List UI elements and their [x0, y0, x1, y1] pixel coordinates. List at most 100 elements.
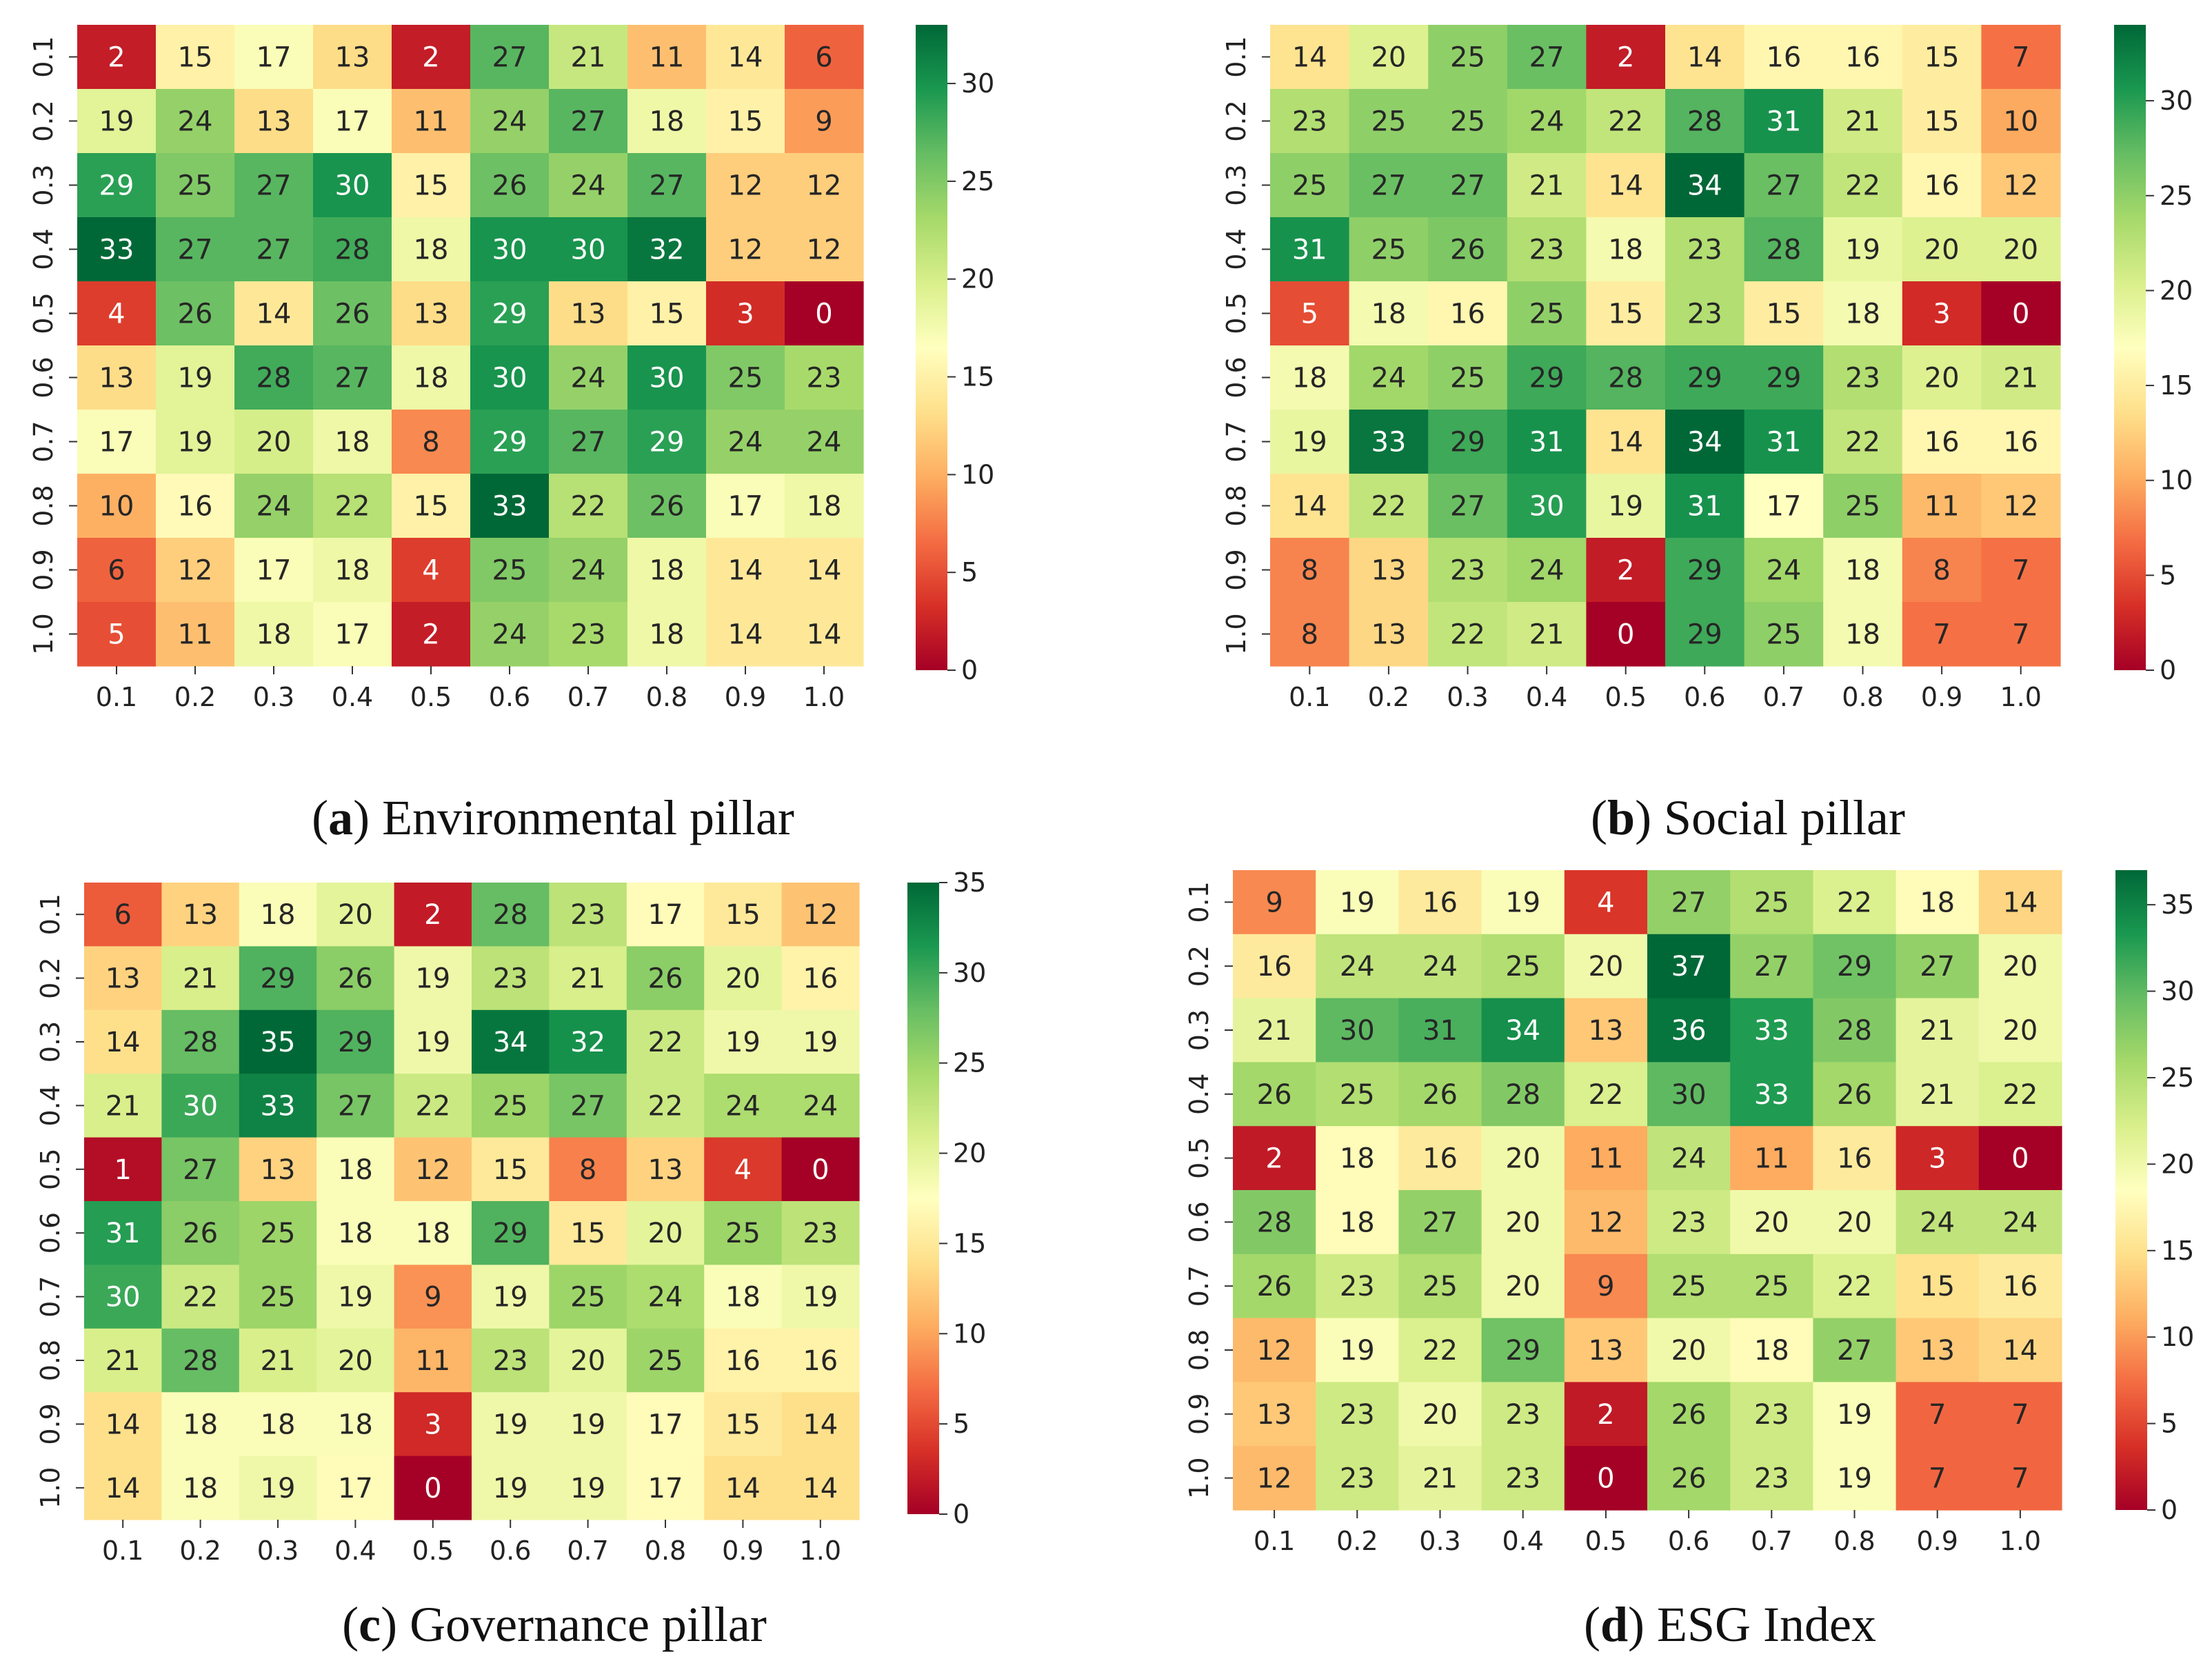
- cell-value-label: 0: [424, 1473, 441, 1504]
- cell-value-label: 29: [1687, 555, 1722, 587]
- cell-value-label: 18: [335, 555, 370, 587]
- cell-value-label: 19: [99, 106, 134, 138]
- heatmap-cell: [313, 345, 392, 410]
- cell-value-label: 15: [1608, 299, 1643, 330]
- y-tick-label: 0.1: [1184, 881, 1214, 923]
- cell-value-label: 34: [1687, 170, 1722, 202]
- cell-value-label: 28: [493, 899, 528, 931]
- heatmap-cell: [1428, 538, 1508, 603]
- cell-value-label: 25: [261, 1282, 296, 1313]
- cell-value-label: 18: [338, 1218, 373, 1249]
- cell-value-label: 15: [725, 1409, 761, 1440]
- heatmap-cell: [313, 410, 392, 474]
- heatmap-cell: [1744, 281, 1824, 346]
- heatmap-cell: [1730, 1446, 1813, 1511]
- cell-value-label: 20: [2003, 234, 2038, 266]
- heatmap-cell: [1481, 1126, 1565, 1191]
- cell-value-label: 6: [114, 899, 131, 931]
- x-tick-label: 0.2: [174, 682, 216, 712]
- cell-value-label: 12: [2003, 170, 2038, 202]
- cell-value-label: 19: [1837, 1463, 1872, 1495]
- caption-letter: a: [328, 790, 353, 845]
- heatmap-cell: [1896, 1126, 1980, 1191]
- cell-value-label: 19: [178, 427, 213, 459]
- cell-value-label: 19: [415, 963, 450, 995]
- cell-value-label: 20: [1505, 1271, 1540, 1302]
- heatmap-cell: [1507, 538, 1587, 603]
- heatmap-cell: [1902, 25, 1982, 90]
- colorbar-tick-label: 25: [2161, 1063, 2194, 1093]
- cell-value-label: 19: [1340, 887, 1375, 918]
- cell-value-label: 2: [1617, 42, 1634, 74]
- cell-value-label: 13: [1920, 1335, 1955, 1367]
- cell-value-label: 24: [571, 555, 606, 587]
- heatmap-cell: [1647, 1254, 1731, 1319]
- cell-value-label: 2: [422, 619, 439, 651]
- cell-value-label: 11: [1754, 1143, 1789, 1175]
- heatmap-cell: [84, 1456, 162, 1520]
- x-tick-label: 0.3: [1419, 1526, 1460, 1556]
- heatmap-cell: [156, 410, 235, 474]
- cell-value-label: 0: [812, 1154, 829, 1186]
- cell-value-label: 7: [2011, 1399, 2029, 1431]
- cell-value-label: 21: [1845, 106, 1880, 138]
- cell-value-label: 26: [338, 963, 373, 995]
- cell-value-label: 25: [1671, 1271, 1707, 1302]
- y-tick-label: 1.0: [1221, 613, 1251, 654]
- cell-value-label: 22: [1608, 106, 1643, 138]
- cell-value-label: 11: [414, 106, 449, 138]
- colorbar-tick-label: 20: [2161, 1149, 2194, 1179]
- cell-value-label: 16: [2002, 1271, 2038, 1302]
- heatmap-cell: [1428, 345, 1508, 410]
- cell-value-label: 19: [1837, 1399, 1872, 1431]
- y-tick-label: 0.7: [28, 421, 59, 462]
- cell-value-label: 14: [1292, 42, 1327, 74]
- cell-value-label: 22: [183, 1282, 218, 1313]
- heatmap-cell: [1978, 934, 2062, 999]
- cell-value-label: 23: [1687, 234, 1722, 266]
- cell-value-label: 9: [815, 106, 832, 138]
- heatmap-cell: [1902, 538, 1982, 603]
- x-tick-label: 0.1: [1254, 1526, 1295, 1556]
- y-tick-label: 0.4: [35, 1085, 66, 1126]
- cell-value-label: 23: [1340, 1271, 1375, 1302]
- heatmap-cell: [161, 946, 240, 1011]
- heatmap-cell: [627, 217, 707, 282]
- heatmap-cell: [549, 153, 628, 218]
- heatmap-cell: [1896, 1382, 1980, 1447]
- cell-value-label: 28: [183, 1027, 218, 1058]
- heatmap-cell: [626, 1137, 705, 1202]
- heatmap-cell: [316, 1137, 395, 1202]
- heatmap-cell: [1270, 153, 1350, 218]
- heatmap-cell: [84, 1392, 162, 1457]
- cell-value-label: 8: [579, 1154, 596, 1186]
- heatmap-cell: [1902, 281, 1982, 346]
- cell-value-label: 18: [650, 106, 685, 138]
- heatmap-cell: [1823, 602, 1903, 667]
- heatmap-cell: [549, 1009, 627, 1074]
- caption-letter: c: [359, 1597, 381, 1652]
- cell-value-label: 26: [1671, 1463, 1707, 1495]
- cell-value-label: 0: [1597, 1463, 1614, 1495]
- cell-value-label: 18: [261, 899, 296, 931]
- cell-value-label: 23: [1845, 363, 1880, 394]
- cell-value-label: 0: [2011, 1143, 2029, 1175]
- heatmap-cell: [1316, 1190, 1399, 1255]
- heatmap-cell: [1398, 1446, 1482, 1511]
- heatmap-cell: [84, 1265, 162, 1329]
- heatmap-cell: [316, 1074, 395, 1138]
- heatmap-cell: [316, 946, 395, 1011]
- cell-value-label: 16: [1422, 1143, 1458, 1175]
- cell-value-label: 16: [1257, 951, 1292, 983]
- cell-value-label: 23: [570, 899, 605, 931]
- heatmap-cell: [156, 281, 235, 346]
- heatmap-cell: [1981, 602, 2061, 667]
- cell-value-label: 24: [1422, 951, 1458, 983]
- x-tick-label: 0.3: [253, 682, 294, 712]
- cell-value-label: 2: [1597, 1399, 1614, 1431]
- cell-value-label: 33: [1754, 1079, 1789, 1111]
- heatmap-cell: [1813, 1190, 1897, 1255]
- cell-value-label: 27: [335, 363, 370, 394]
- heatmap-cell: [1823, 25, 1903, 90]
